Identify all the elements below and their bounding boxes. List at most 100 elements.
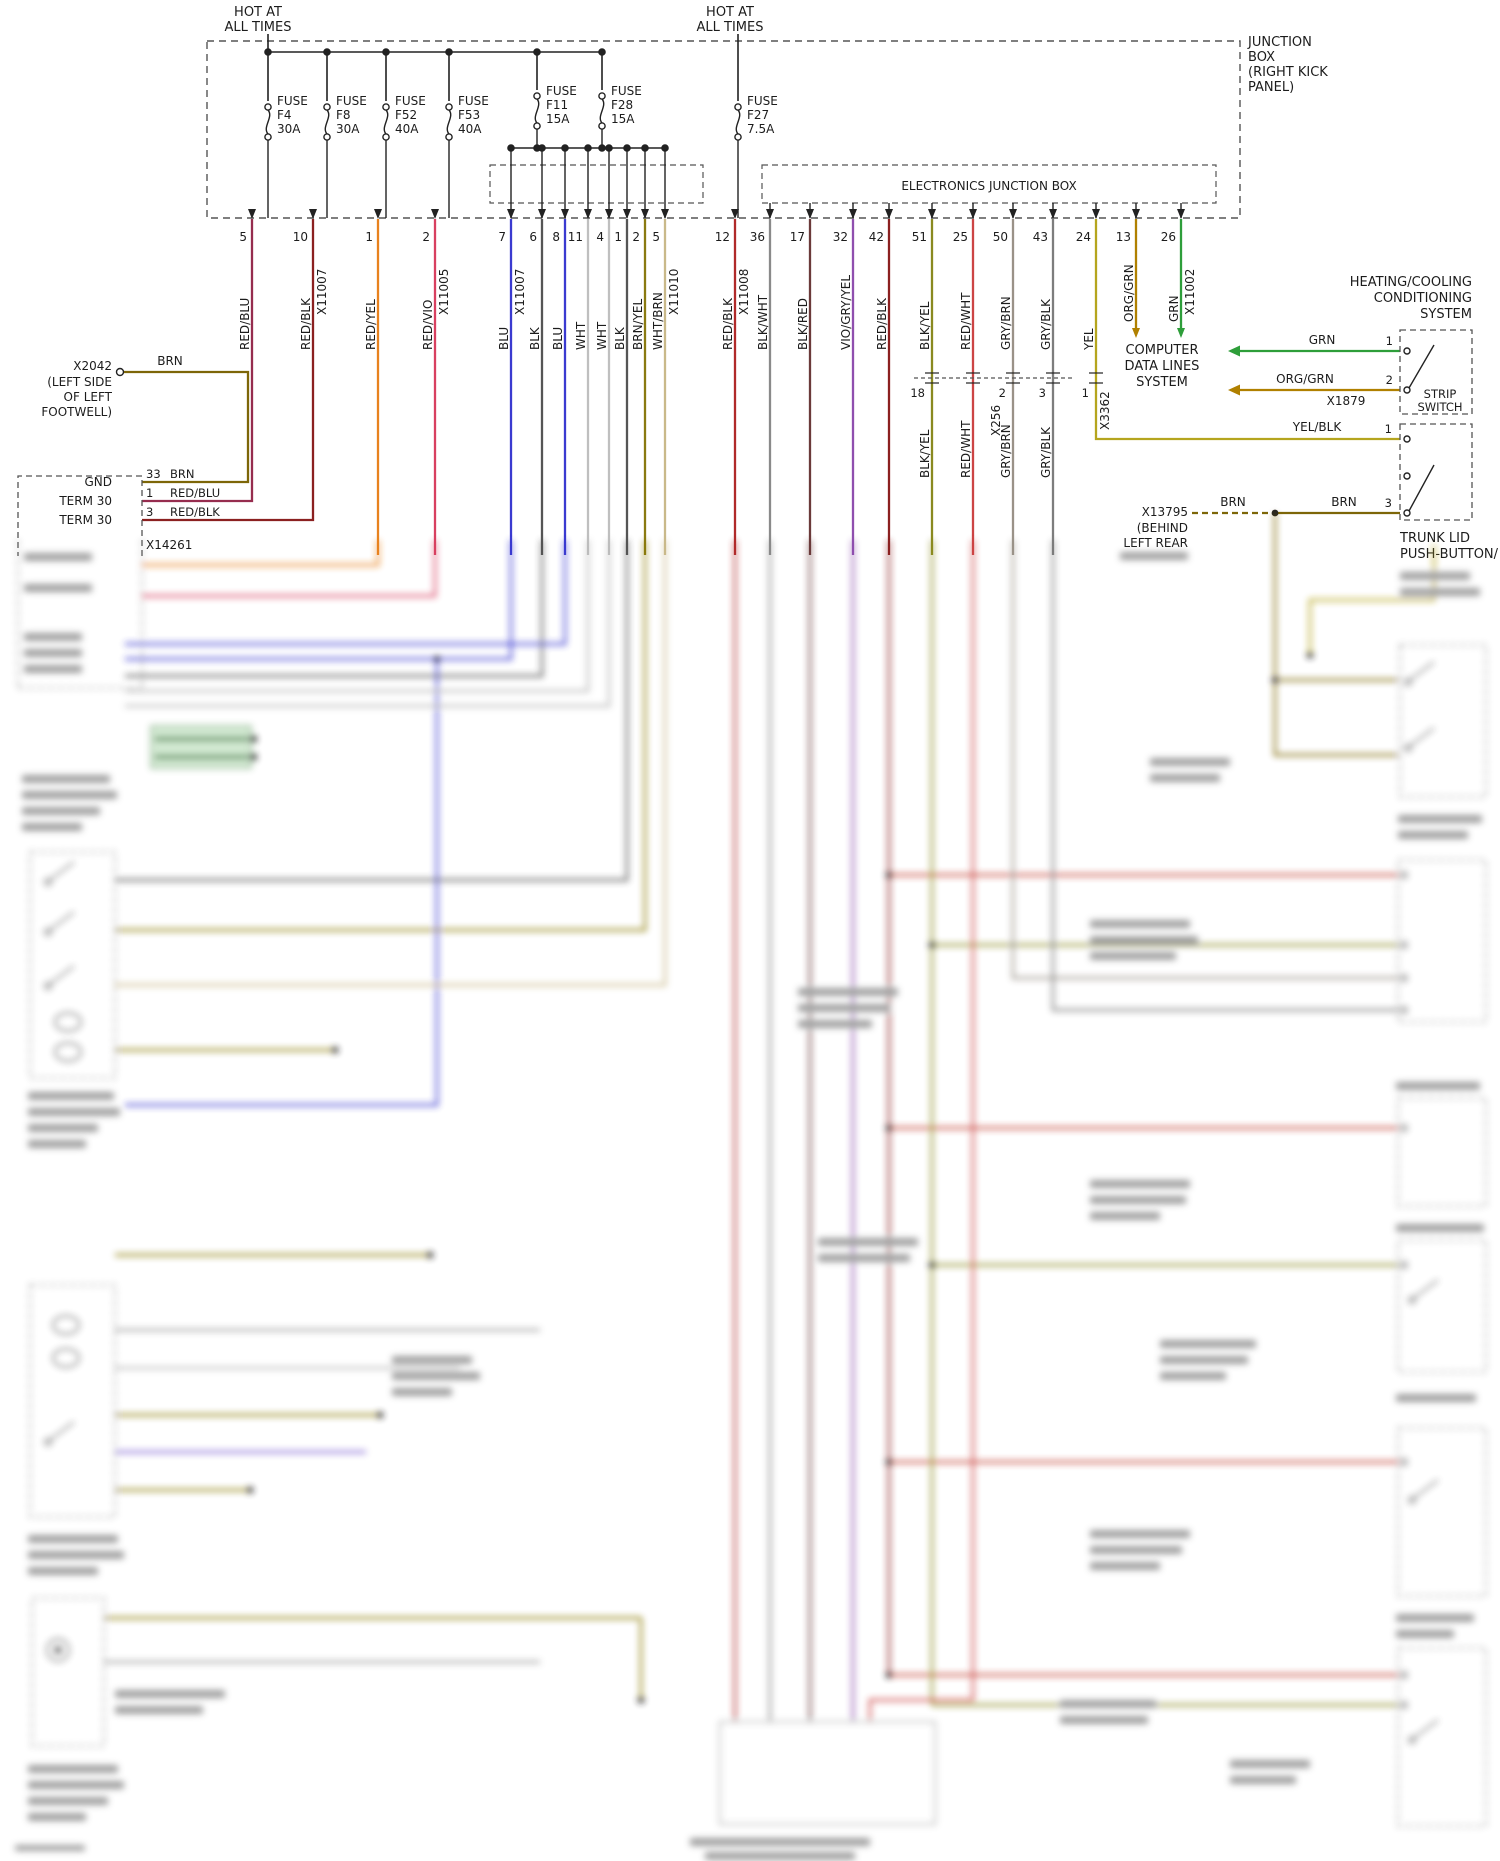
- x14261-row-pin: 33: [146, 467, 161, 481]
- wire-pin: 8: [552, 230, 560, 244]
- wire-color: BLK/RED: [796, 298, 810, 350]
- connector-id: X11007: [513, 269, 527, 315]
- wire-pin: 24: [1076, 230, 1091, 244]
- wire-pin: 7: [498, 230, 506, 244]
- wire-pin: 6: [529, 230, 537, 244]
- connector-id: X11008: [737, 269, 751, 315]
- fuse-f53-amps: 40A: [458, 122, 482, 136]
- fuse-f4-amps: 30A: [277, 122, 301, 136]
- x13795-line1: X13795: [1142, 505, 1188, 519]
- x1879-label: X1879: [1327, 394, 1366, 408]
- fuse-f27-amps: 7.5A: [747, 122, 775, 136]
- heating-line2: CONDITIONING: [1374, 291, 1472, 306]
- hot-at-right-line2: ALL TIMES: [697, 20, 764, 35]
- wire-pin: 42: [869, 230, 884, 244]
- fuse-f8-amps: 30A: [336, 122, 360, 136]
- x13795-line3: LEFT REAR: [1123, 536, 1188, 550]
- x2042-line2: (LEFT SIDE: [47, 375, 112, 389]
- connector-id: X11002: [1183, 269, 1197, 315]
- brn-pin: 3: [1385, 496, 1392, 510]
- wire-color: RED/WHT: [959, 292, 973, 350]
- fuse-f11-name: F11: [546, 98, 568, 112]
- heating-system-block: HEATING/COOLING CONDITIONING SYSTEM GRN …: [1228, 275, 1473, 415]
- computer-system-line1: COMPUTER: [1125, 343, 1198, 358]
- connector-id: X11010: [667, 269, 681, 315]
- wire-pin: 11: [568, 230, 583, 244]
- x2042-line3: OF LEFT: [64, 390, 113, 404]
- wire-color: RED/BLU: [238, 298, 252, 350]
- connector-id: X11007: [315, 269, 329, 315]
- wire-color: RED/BLK: [299, 297, 313, 350]
- x2042-line1: X2042: [73, 359, 112, 373]
- wire-color: GRY/BLK: [1039, 298, 1053, 350]
- x14261-row-color: BRN: [170, 467, 194, 481]
- electronics-junction-box-label: ELECTRONICS JUNCTION BOX: [901, 179, 1076, 193]
- wire-color: RED/BLK: [721, 297, 735, 350]
- wire-color: ORG/GRN: [1122, 264, 1136, 322]
- fuse-f8-word: FUSE: [336, 94, 367, 108]
- strip-switch-line1: STRIP: [1424, 387, 1457, 401]
- wire-color: BLK/WHT: [756, 294, 770, 350]
- x14261-row-name: GND: [84, 475, 112, 489]
- yelblk-pin: 1: [1385, 422, 1392, 436]
- pin-numbers: 5 10 1 2 7 6 8 11 4 1 2 5 12 36 17 32 42…: [239, 230, 1176, 244]
- x14261-row-color: RED/BLK: [170, 505, 220, 519]
- x256-wire-redwht: RED/WHT: [959, 420, 973, 478]
- wire-color: BRN/YEL: [631, 298, 645, 350]
- x14261-row-name: TERM 30: [58, 513, 112, 527]
- junction-box-label-3: (RIGHT KICK: [1248, 65, 1328, 80]
- orggrn-pin: 2: [1386, 373, 1393, 387]
- wire-pin: 43: [1033, 230, 1048, 244]
- x14261-row-pin: 1: [146, 486, 153, 500]
- fuse-f8-name: F8: [336, 108, 351, 122]
- x14261-row-name: TERM 30: [58, 494, 112, 508]
- heating-line1: HEATING/COOLING: [1350, 275, 1472, 290]
- wire-color: RED/VIO: [421, 300, 435, 350]
- fuse-f4-name: F4: [277, 108, 292, 122]
- x256-connector: 18 2 3 X256 BLK/YEL RED/WHT GRY/BRN GRY/…: [910, 372, 1112, 478]
- fuse-f11-amps: 15A: [546, 112, 570, 126]
- wire-color: BLK: [613, 326, 627, 350]
- wire-color: BLU: [497, 327, 511, 350]
- x256-wire-gryblk: GRY/BLK: [1039, 426, 1053, 478]
- x256-pin-18: 18: [910, 386, 925, 400]
- x2042-line4: FOOTWELL): [41, 405, 112, 419]
- wire-color: WHT/BRN: [651, 292, 665, 350]
- x256-pin-2: 2: [999, 386, 1006, 400]
- x256-label: X256: [989, 405, 1003, 436]
- x256-pin-3: 3: [1039, 386, 1046, 400]
- wire-pin: 36: [750, 230, 765, 244]
- fuse-f52-name: F52: [395, 108, 417, 122]
- wire-color: RED/BLK: [875, 297, 889, 350]
- x13795-line2: (BEHIND: [1137, 521, 1188, 535]
- wire-pin: 2: [422, 230, 430, 244]
- wire-pin: 25: [953, 230, 968, 244]
- fuse-f27-word: FUSE: [747, 94, 778, 108]
- yelblk-wire-label: YEL/BLK: [1292, 420, 1343, 434]
- wire-pin: 5: [652, 230, 660, 244]
- connector-ids: X11007 X11005 X11007 X11010 X11008 X1100…: [315, 269, 1197, 315]
- x256-wire-grybrn: GRY/BRN: [999, 424, 1013, 478]
- blurred-lower-region: [15, 513, 1487, 1860]
- fuse-f4-word: FUSE: [277, 94, 308, 108]
- wire-color: VIO/GRY/YEL: [839, 275, 853, 350]
- brn-label-b: BRN: [1331, 495, 1357, 509]
- x14261-row-color: RED/BLU: [170, 486, 220, 500]
- wire-pin: 10: [293, 230, 308, 244]
- junction-box-label-1: JUNCTION: [1247, 35, 1312, 50]
- wire-color: WHT: [595, 321, 609, 350]
- fuse-f53-name: F53: [458, 108, 480, 122]
- x256-wire-blkyel: BLK/YEL: [918, 429, 932, 478]
- computer-system-line2: DATA LINES: [1125, 359, 1200, 374]
- wire-color: WHT: [574, 321, 588, 350]
- power-header: HOT AT ALL TIMES HOT AT ALL TIMES: [225, 5, 764, 35]
- wire-pin: 5: [239, 230, 247, 244]
- trunk-lid-switch-block: YEL/BLK 1 TRUNK LID PUSH-BUTTON/ BRN BRN…: [1123, 420, 1498, 562]
- wire-color: GRN: [1167, 295, 1181, 322]
- hot-at-right-line1: HOT AT: [706, 5, 754, 20]
- wire-pin: 1: [365, 230, 373, 244]
- junction-box-label-2: BOX: [1248, 50, 1275, 65]
- wire-color: RED/YEL: [364, 299, 378, 350]
